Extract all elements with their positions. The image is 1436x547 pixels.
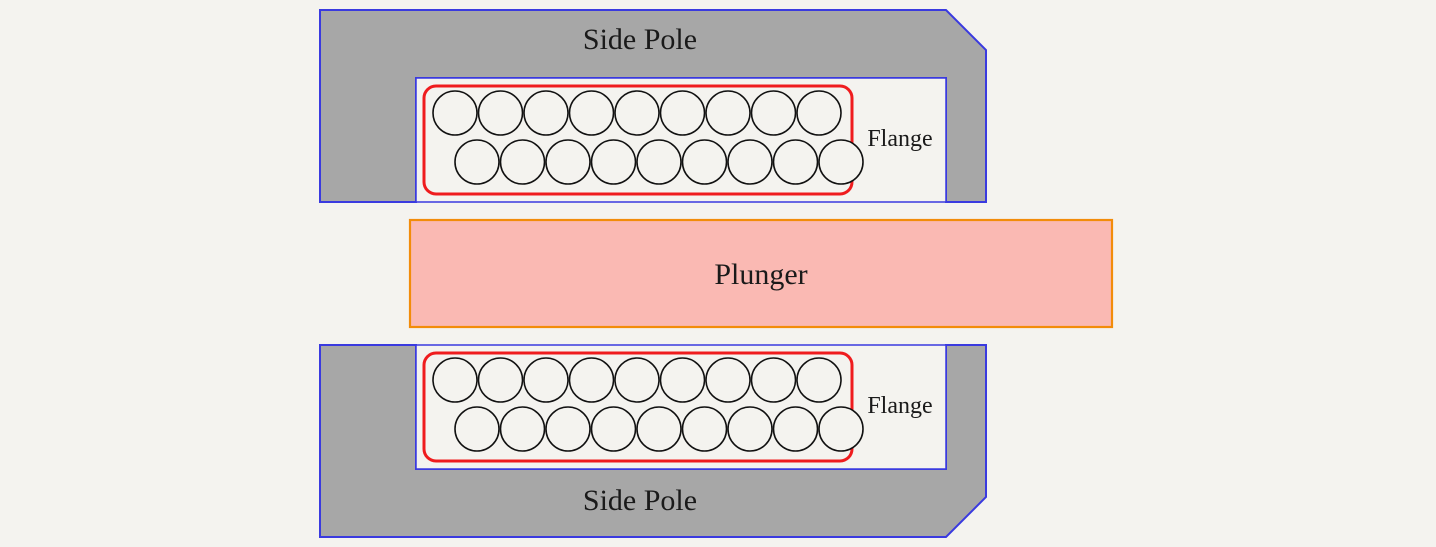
coil-winding (683, 140, 727, 184)
coil-winding (455, 407, 499, 451)
coil-winding (479, 91, 523, 135)
coil-winding (615, 358, 659, 402)
coil-winding (637, 140, 681, 184)
coil-winding (479, 358, 523, 402)
coil-winding (752, 91, 796, 135)
coil-winding (706, 91, 750, 135)
coil-winding (546, 407, 590, 451)
coil-winding (524, 91, 568, 135)
diagram-stage: Side Pole Side Pole Flange Flange Plunger (0, 0, 1436, 547)
flange-bot-label: Flange (867, 393, 932, 419)
coil-row-bot-2 (455, 407, 863, 451)
coil-winding (455, 140, 499, 184)
coil-winding (683, 407, 727, 451)
coil-winding (592, 407, 636, 451)
coil-row-top-2 (455, 140, 863, 184)
coil-winding (433, 358, 477, 402)
coil-winding (728, 140, 772, 184)
coil-winding (752, 358, 796, 402)
coil-row-bot-1 (433, 358, 841, 402)
coil-winding (592, 140, 636, 184)
coil-winding (570, 91, 614, 135)
flange-top-label: Flange (867, 126, 932, 152)
diagram-svg: Side Pole Side Pole Flange Flange Plunger (0, 0, 1436, 547)
coil-winding (637, 407, 681, 451)
coil-winding (706, 358, 750, 402)
coil-row-top-1 (433, 91, 841, 135)
coil-winding (819, 407, 863, 451)
coil-winding (546, 140, 590, 184)
plunger-label: Plunger (714, 258, 807, 291)
coil-winding (774, 407, 818, 451)
coil-winding (819, 140, 863, 184)
coil-winding (501, 140, 545, 184)
coil-winding (774, 140, 818, 184)
coil-winding (797, 358, 841, 402)
coil-winding (615, 91, 659, 135)
coil-winding (524, 358, 568, 402)
coil-winding (501, 407, 545, 451)
coil-winding (797, 91, 841, 135)
sidepole-bot-label: Side Pole (583, 484, 697, 517)
coil-winding (433, 91, 477, 135)
coil-winding (570, 358, 614, 402)
coil-winding (728, 407, 772, 451)
sidepole-top-label: Side Pole (583, 23, 697, 56)
coil-winding (661, 358, 705, 402)
coil-winding (661, 91, 705, 135)
